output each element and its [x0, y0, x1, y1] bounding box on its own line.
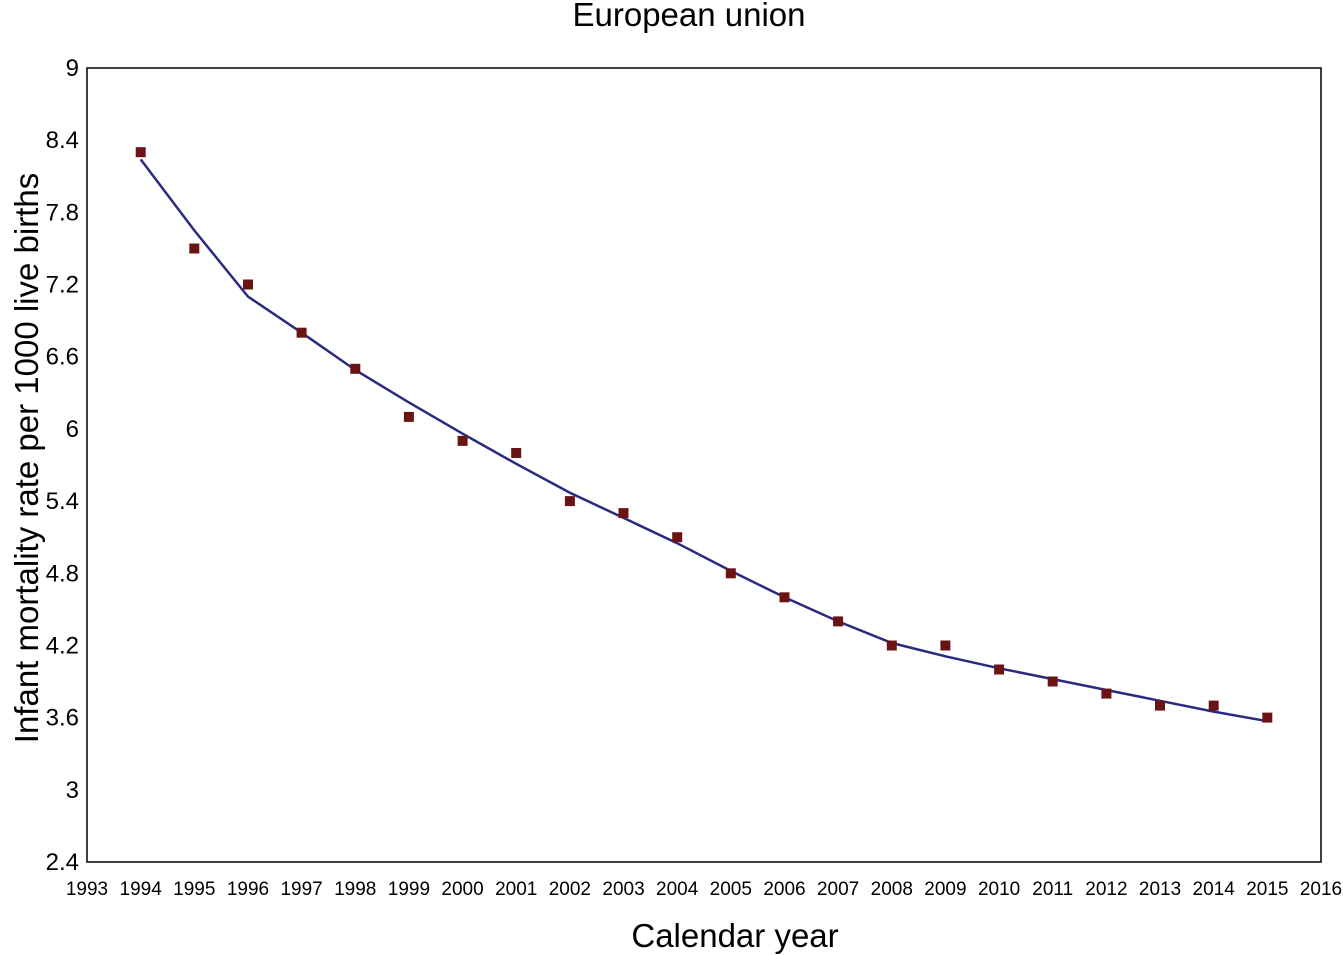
x-tick-label: 2007 — [817, 879, 859, 900]
x-tick-label: 2006 — [763, 879, 805, 900]
data-point-2002 — [564, 496, 575, 507]
data-point-2014 — [1208, 700, 1219, 711]
x-tick-label: 2011 — [1032, 879, 1073, 900]
data-point-2007 — [833, 616, 844, 627]
x-tick-label: 2003 — [602, 879, 644, 900]
y-tick-label: 4.8 — [46, 560, 79, 587]
y-tick-label: 2.4 — [46, 849, 79, 876]
data-point-2012 — [1101, 688, 1112, 699]
x-tick-label: 2015 — [1246, 879, 1288, 900]
data-point-1998 — [350, 363, 361, 374]
y-tick-label: 6 — [66, 416, 79, 443]
data-point-1994 — [135, 147, 146, 158]
y-tick-label: 9 — [66, 55, 79, 82]
x-tick-label: 1997 — [280, 879, 322, 900]
data-point-2003 — [618, 508, 629, 519]
x-tick-label: 2009 — [924, 879, 966, 900]
data-point-2011 — [1047, 676, 1058, 687]
x-tick-label: 2002 — [549, 879, 591, 900]
data-point-2015 — [1262, 712, 1273, 723]
x-tick-label: 1998 — [334, 879, 376, 900]
x-tick-label: 2000 — [441, 879, 483, 900]
x-tick-label: 2001 — [495, 879, 537, 900]
x-tick-label: 2012 — [1085, 879, 1127, 900]
x-tick-label: 1994 — [120, 879, 163, 900]
data-point-2006 — [779, 592, 790, 603]
data-point-2004 — [672, 532, 683, 543]
x-tick-label: 1993 — [66, 879, 108, 900]
chart-title: European union — [572, 0, 805, 33]
data-point-1995 — [189, 243, 200, 254]
y-tick-label: 7.8 — [46, 199, 79, 226]
x-tick-label: 2010 — [978, 879, 1020, 900]
data-points — [135, 147, 1273, 723]
data-point-2008 — [886, 640, 897, 651]
x-tick-label: 2008 — [871, 879, 913, 900]
data-point-2010 — [994, 664, 1005, 675]
data-point-2000 — [457, 435, 468, 446]
data-point-2001 — [511, 448, 522, 458]
data-point-1996 — [243, 279, 253, 290]
y-tick-label: 6.6 — [46, 344, 79, 371]
x-tick-label: 1996 — [227, 879, 269, 900]
plot-frame — [86, 67, 1322, 863]
y-tick-label: 7.2 — [46, 272, 79, 299]
x-tick-label: 2014 — [1193, 879, 1236, 900]
x-axis-label: Calendar year — [631, 917, 838, 954]
x-tick-label: 2016 — [1300, 879, 1342, 900]
x-tick-label: 1995 — [173, 879, 215, 900]
y-tick-label: 5.4 — [46, 488, 79, 515]
y-tick-label: 3.6 — [46, 705, 79, 732]
y-tick-label: 4.2 — [46, 632, 79, 659]
x-axis: 1993 1994 1995 1996 1997 1998 1999 2000 2001 2002… — [66, 879, 1342, 900]
y-tick-label: 8.4 — [46, 127, 79, 154]
x-tick-label: 2004 — [656, 879, 699, 900]
data-point-1999 — [403, 411, 414, 422]
fitted-trend-line — [139, 158, 1268, 723]
y-axis-label: Infant mortality rate per 1000 live birt… — [8, 173, 45, 743]
x-tick-label: 1999 — [388, 879, 430, 900]
x-tick-label: 2013 — [1139, 879, 1181, 900]
data-point-2013 — [1155, 700, 1165, 711]
y-tick-label: 3 — [66, 777, 79, 804]
y-axis: 9 8.4 7.8 7.2 6.6 6 5.4 4.8 4.2 3.6 3 2.4 — [46, 55, 79, 876]
data-point-2005 — [725, 568, 736, 579]
x-tick-label: 2005 — [710, 879, 752, 900]
data-point-1997 — [296, 327, 307, 338]
data-point-2009 — [940, 640, 951, 651]
